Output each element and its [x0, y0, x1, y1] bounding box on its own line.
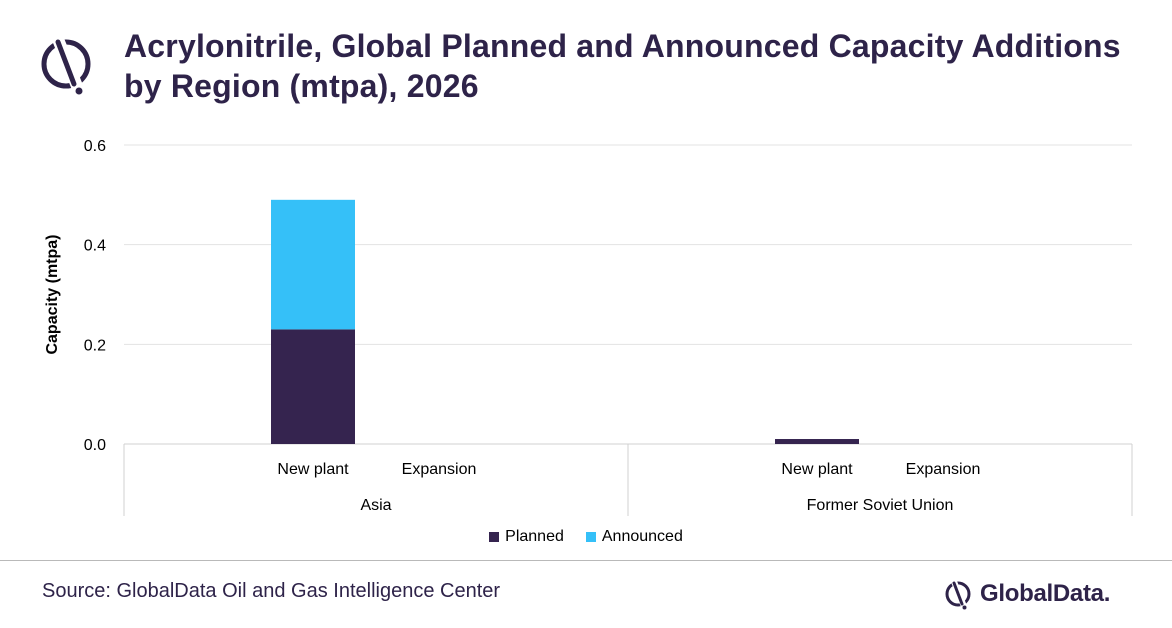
bar-planned: [775, 439, 859, 444]
legend-item-announced: Announced: [585, 528, 683, 546]
y-tick-label: 0.0: [84, 437, 106, 454]
chart-area: 0.0 0.2 0.4 0.6 Capacity (mtpa) Asia New plant…: [44, 138, 1133, 516]
bar-planned: [271, 329, 355, 444]
x-group-label: Former Soviet Union: [807, 497, 954, 514]
x-tick-label: New plant: [781, 461, 853, 478]
brand-text: GlobalData.: [980, 580, 1111, 607]
x-tick-label: Expansion: [906, 461, 981, 478]
x-tick-label: Expansion: [402, 461, 477, 478]
legend-label-planned: Planned: [505, 528, 564, 545]
y-tick-label: 0.4: [84, 238, 106, 255]
y-tick-label: 0.2: [84, 337, 106, 354]
y-axis-label: Capacity (mtpa): [44, 234, 61, 354]
x-group-label: Asia: [360, 497, 391, 514]
y-tick-label: 0.6: [84, 138, 106, 155]
brand-logo: GlobalData.: [944, 576, 1110, 612]
legend-item-planned: Planned: [489, 528, 564, 546]
chart-title: Acrylonitrile, Global Planned and Announ…: [124, 28, 1121, 104]
legend-swatch-announced: [585, 532, 596, 542]
footer-divider: [0, 560, 1172, 561]
x-tick-label: New plant: [277, 461, 349, 478]
globaldata-logo-icon: [41, 30, 91, 98]
legend-label-announced: Announced: [601, 528, 683, 545]
legend-swatch-planned: [489, 532, 500, 542]
bar-announced: [271, 199, 355, 330]
legend: Planned Announced: [0, 528, 1172, 546]
brand-icon: [945, 577, 971, 611]
source-note: Source: GlobalData Oil and Gas Intellige…: [42, 580, 501, 602]
